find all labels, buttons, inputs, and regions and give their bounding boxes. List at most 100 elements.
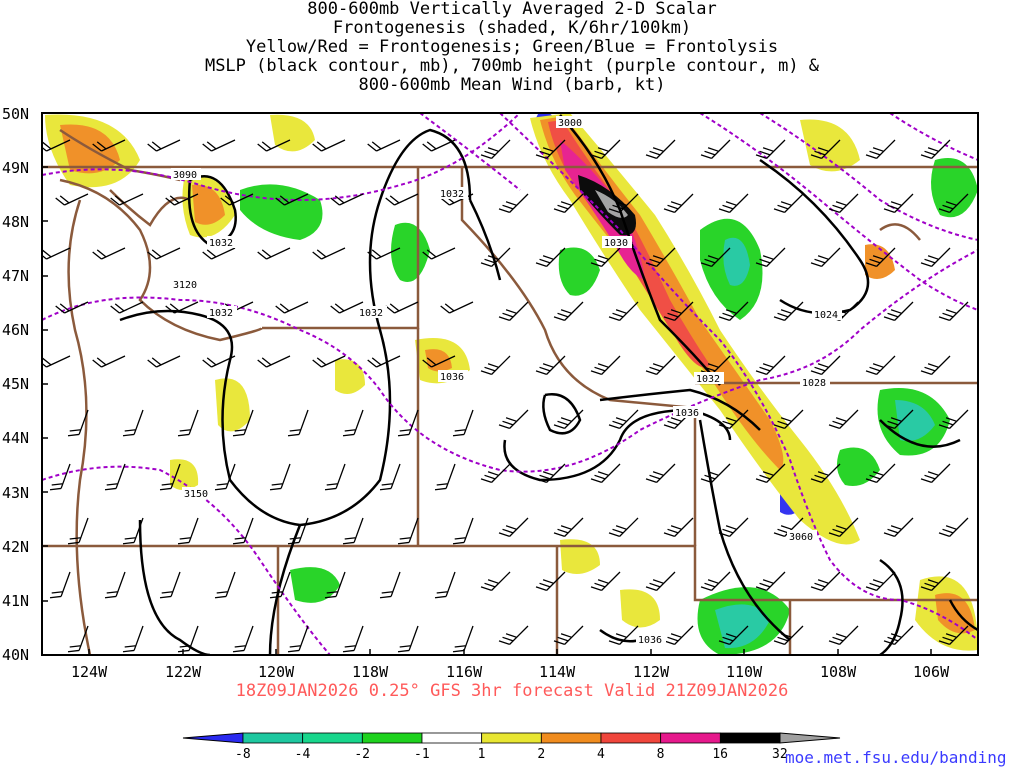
wind-barb: [480, 355, 511, 376]
wind-barb: [883, 517, 914, 538]
wind-barb: [147, 355, 181, 368]
wind-barb: [920, 571, 951, 592]
wind-barb: [67, 517, 89, 545]
wind-barb: [480, 139, 511, 160]
wind-barb: [55, 301, 89, 314]
wind-barb: [553, 625, 584, 646]
wind-barb: [718, 409, 749, 430]
wind-barb: [828, 517, 859, 538]
map-title: 800-600mb Vertically Averaged 2-D Scalar…: [0, 0, 1024, 95]
svg-text:1036: 1036: [638, 635, 662, 646]
mslp-label: 1024: [812, 308, 842, 321]
mslp-label: 1030: [602, 236, 632, 249]
wind-barb: [165, 193, 199, 206]
wind-barb: [480, 571, 511, 592]
lon-label: 120W: [258, 663, 295, 681]
wind-barb: [755, 463, 786, 484]
wind-barb: [553, 301, 584, 322]
wind-barb: [434, 571, 456, 599]
svg-text:1030: 1030: [604, 238, 628, 249]
colorbar-swatch: [660, 732, 721, 744]
wind-barb: [920, 463, 951, 484]
wind-barb: [440, 301, 474, 314]
wind-barb: [232, 517, 254, 545]
wind-barbs: [42, 139, 969, 653]
wind-barb: [312, 139, 346, 152]
wind-barb: [645, 355, 676, 376]
wind-barb: [920, 139, 951, 160]
wind-barb: [122, 625, 144, 653]
wind-barb: [828, 625, 859, 646]
wind-barb: [269, 463, 291, 491]
lon-label: 112W: [633, 663, 670, 681]
height-label: 3120: [171, 278, 201, 291]
colorbar-label: 2: [537, 747, 545, 762]
contour-labels: 1032 1032 1032 1032 1036 1032 1036 1030 …: [171, 116, 842, 646]
colorbar-label: 16: [712, 747, 728, 762]
lat-label: 41N: [2, 592, 29, 610]
wind-barb: [498, 301, 529, 322]
lon-label: 114W: [539, 663, 576, 681]
wind-barb: [220, 193, 254, 206]
wind-barb: [422, 247, 456, 260]
wind-barb: [165, 301, 199, 314]
wind-barb: [232, 625, 254, 653]
wind-barb: [883, 301, 914, 322]
lon-label: 106W: [913, 663, 950, 681]
wind-barb: [590, 355, 621, 376]
wind-barb: [718, 193, 749, 214]
wind-barb: [385, 193, 419, 206]
wind-barb: [397, 625, 419, 653]
wind-barb: [535, 571, 566, 592]
title-line-4: MSLP (black contour, mb), 700mb height (…: [204, 56, 820, 76]
wind-barb: [773, 625, 804, 646]
lat-label: 45N: [2, 375, 29, 393]
latitude-labels: 40N 41N 42N 43N 44N 45N 46N 47N 48N 49N …: [2, 105, 29, 664]
title-line-5: 800-600mb Mean Wind (barb, kt): [358, 75, 666, 95]
source-credit-link[interactable]: moe.met.fsu.edu/banding: [785, 748, 1007, 767]
wind-barb: [214, 463, 236, 491]
lon-label: 110W: [726, 663, 763, 681]
wind-barb: [324, 571, 346, 599]
wind-barb: [147, 139, 181, 152]
lon-label: 108W: [820, 663, 857, 681]
wind-barb: [755, 139, 786, 160]
lat-label: 40N: [2, 646, 29, 664]
wind-barb: [110, 301, 144, 314]
wind-barb: [590, 571, 621, 592]
wind-barb: [700, 571, 731, 592]
wind-barb: [755, 355, 786, 376]
wind-barb: [379, 571, 401, 599]
wind-barb: [122, 517, 144, 545]
wind-barb: [177, 409, 199, 437]
wind-barb: [269, 571, 291, 599]
wind-barb: [312, 355, 346, 368]
colorbar-label: 1: [478, 747, 486, 762]
wind-barb: [367, 355, 401, 368]
wind-barb: [883, 625, 914, 646]
colorbar-label: -2: [354, 747, 370, 762]
wind-barb: [865, 463, 896, 484]
wind-barb: [55, 193, 89, 206]
wind-barb: [810, 571, 841, 592]
height-label: 3060: [787, 530, 817, 543]
mslp-label: 1036: [673, 406, 703, 419]
mslp-label: 1032: [438, 187, 468, 200]
wind-barb: [553, 409, 584, 430]
svg-text:1028: 1028: [802, 378, 826, 389]
wind-barb: [287, 517, 309, 545]
mslp-label: 1032: [694, 372, 724, 385]
wind-barb: [177, 517, 199, 545]
wind-barb: [663, 301, 694, 322]
wind-barb: [498, 625, 529, 646]
wind-barb: [810, 247, 841, 268]
colorbar-swatch: [540, 732, 602, 744]
wind-barb: [385, 301, 419, 314]
colorbar-arrow-high: [779, 732, 841, 744]
svg-text:1032: 1032: [209, 238, 233, 249]
wind-barb: [828, 193, 859, 214]
wind-barb: [480, 247, 511, 268]
wind-barb: [202, 139, 236, 152]
wind-barb: [865, 247, 896, 268]
